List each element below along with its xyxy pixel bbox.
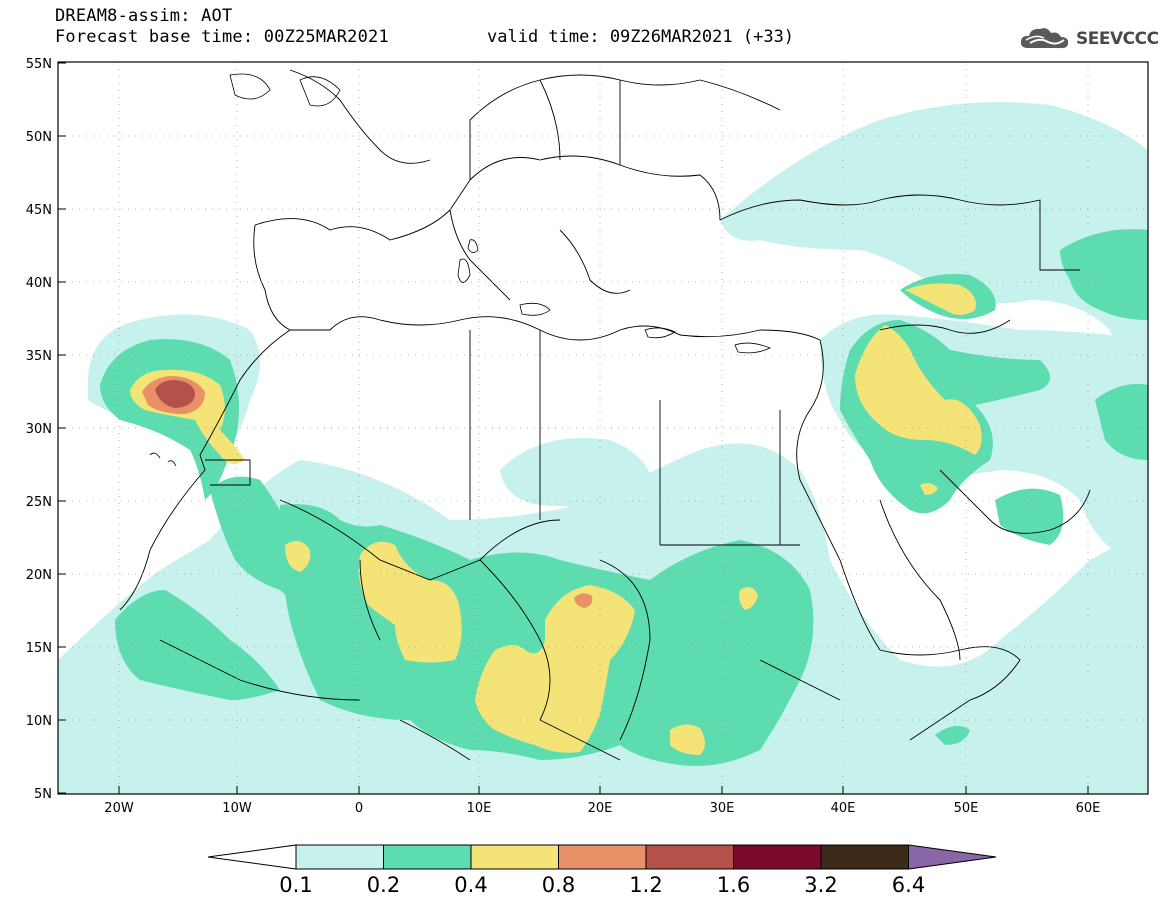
lon-label: 10E [467,801,492,816]
lon-label: 0 [355,801,363,816]
lon-label: 20W [104,801,134,816]
seevccc-logo: SEEVCCC [1018,24,1159,54]
colorbar [207,844,997,870]
lat-label: 15N [26,641,52,656]
lat-label: 30N [26,422,52,437]
colorbar-label: 0.1 [279,873,312,897]
colorbar-label: 3.2 [804,873,837,897]
colorbar-label: 0.4 [454,873,487,897]
cloud-icon [1020,28,1069,49]
lon-label: 30E [710,801,735,816]
colorbar-label: 1.6 [717,873,750,897]
colorbar-swatch [645,844,734,870]
lon-label: 50E [954,801,979,816]
colorbar-swatch [733,844,822,870]
valid-time: valid time: 09Z26MAR2021 (+33) [487,27,795,47]
colorbar-swatch [820,844,909,870]
colorbar-labels: 0.1 0.2 0.4 0.8 1.2 1.6 3.2 6.4 [279,873,925,897]
colorbar-label: 0.8 [542,873,575,897]
lat-axis: 55N 50N 45N 40N 35N 30N 25N 20N 15N 10N … [26,57,66,802]
lon-axis: 20W 10W 0 10E 20E 30E 40E 50E 60E [104,786,1100,816]
lon-label: 10W [222,801,252,816]
colorbar-over-arrow [908,844,997,870]
colorbar-under-arrow [207,844,297,870]
lat-label: 25N [26,495,52,510]
colorbar-swatch [558,844,647,870]
colorbar-swatch [295,844,384,870]
lat-label: 20N [26,568,52,583]
aot-field [58,62,1148,794]
colorbar-label: 6.4 [892,873,925,897]
colorbar-label: 1.2 [629,873,662,897]
colorbar-swatch [470,844,559,870]
logo-text: SEEVCCC [1076,29,1159,49]
graticule [58,62,1148,794]
lon-label: 40E [831,801,856,816]
lat-label: 55N [26,57,52,72]
colorbar-label: 0.2 [367,873,400,897]
country-borders [119,69,1091,761]
title-block: DREAM8-assim: AOT Forecast base time: 00… [55,6,389,48]
model-title: DREAM8-assim: AOT [55,6,233,26]
aot-level-1.2 [155,380,195,408]
lat-label: 5N [34,787,52,802]
lat-label: 45N [26,203,52,218]
lat-label: 10N [26,714,52,729]
forecast-base-time: Forecast base time: 00Z25MAR2021 [55,27,389,47]
lat-label: 35N [26,349,52,364]
colorbar-swatch [383,844,472,870]
coastline-details [149,73,772,467]
lon-label: 60E [1076,801,1101,816]
lat-label: 40N [26,276,52,291]
lat-label: 50N [26,130,52,145]
lon-label: 20E [588,801,613,816]
